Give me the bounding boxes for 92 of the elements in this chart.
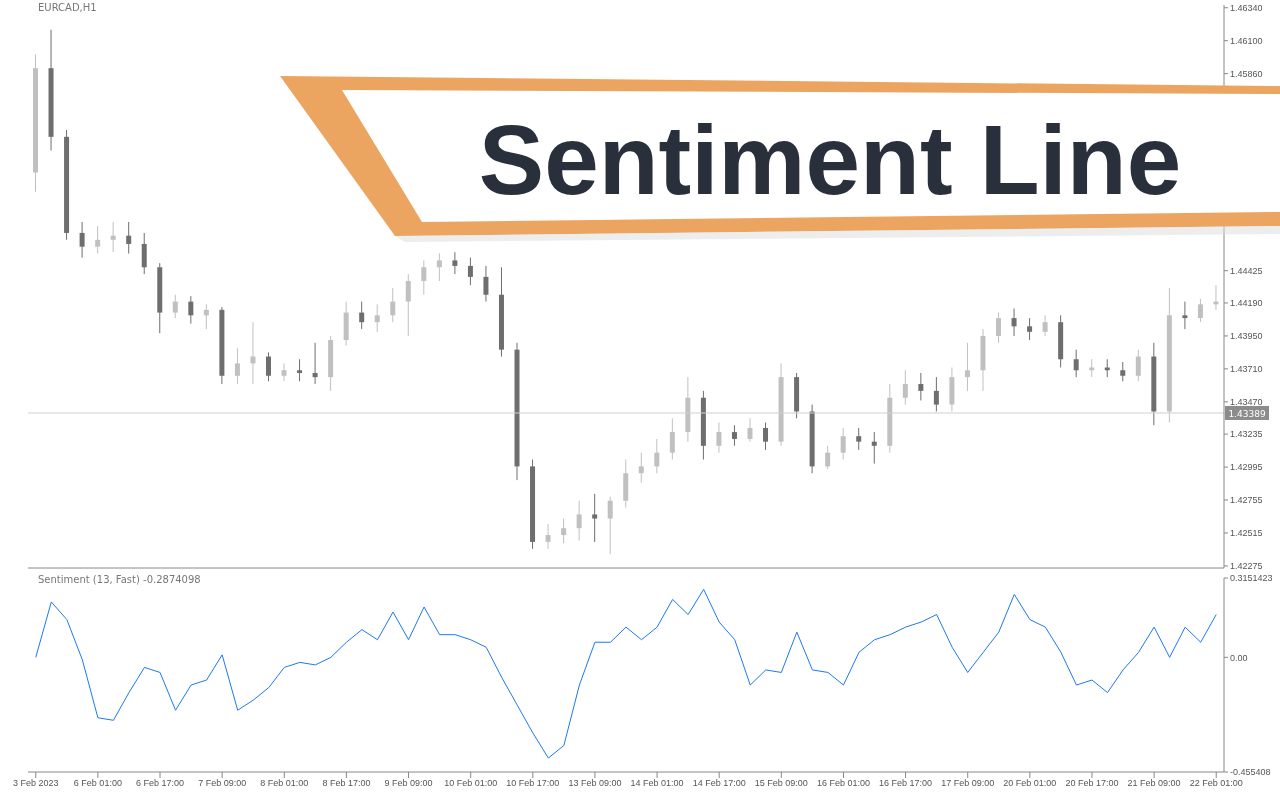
candlestick bbox=[95, 225, 101, 255]
x-tick-label: 21 Feb 09:00 bbox=[1127, 778, 1181, 789]
x-tick-label: 17 Feb 09:00 bbox=[941, 778, 995, 789]
line-series bbox=[35, 588, 1217, 759]
candlestick bbox=[188, 295, 194, 325]
candlestick bbox=[234, 347, 240, 385]
candlestick bbox=[359, 301, 365, 330]
candlestick bbox=[126, 221, 132, 255]
y-tick-label: 1.43470 bbox=[1230, 397, 1263, 408]
candlestick bbox=[825, 445, 831, 470]
x-tick-label: 9 Feb 09:00 bbox=[384, 778, 433, 789]
y-tick-label: 1.46340 bbox=[1230, 2, 1263, 13]
candlestick bbox=[312, 342, 318, 385]
candlestick bbox=[467, 257, 473, 286]
candlestick bbox=[561, 518, 567, 544]
candlestick bbox=[638, 452, 644, 484]
x-tick-label: 20 Feb 17:00 bbox=[1065, 778, 1119, 789]
y-tick-label: 1.44190 bbox=[1230, 298, 1263, 309]
y-tick-label: 1.42995 bbox=[1230, 462, 1263, 473]
x-tick-label: 8 Feb 17:00 bbox=[322, 778, 371, 789]
candlestick bbox=[576, 500, 582, 542]
x-tick-label: 14 Feb 17:00 bbox=[692, 778, 746, 789]
y-tick-label: 1.43710 bbox=[1230, 364, 1263, 375]
y-tick-label: 1.45860 bbox=[1230, 68, 1263, 79]
candlestick bbox=[592, 493, 598, 543]
candlestick bbox=[436, 253, 442, 282]
candlestick bbox=[918, 372, 924, 401]
candlestick bbox=[964, 342, 970, 392]
x-tick-label: 3 Feb 2023 bbox=[12, 778, 59, 789]
y-tick-label: 1.42755 bbox=[1230, 495, 1263, 506]
x-tick-label: 8 Feb 01:00 bbox=[260, 778, 309, 789]
candlestick bbox=[996, 312, 1002, 344]
candlestick bbox=[390, 287, 396, 323]
candlestick bbox=[203, 303, 209, 330]
candlestick bbox=[405, 273, 411, 337]
candlestick bbox=[856, 427, 862, 451]
x-tick-label: 22 Feb 01:00 bbox=[1189, 778, 1243, 789]
candlestick bbox=[1135, 349, 1141, 382]
candlestick bbox=[1073, 349, 1079, 378]
chart-title: EURCAD,H1 bbox=[38, 2, 97, 13]
y-tick-label: 0.3151423 bbox=[1230, 573, 1273, 584]
candlestick bbox=[421, 259, 427, 296]
y-tick-label: 1.43950 bbox=[1230, 331, 1263, 342]
candlestick bbox=[110, 221, 116, 253]
x-tick-label: 10 Feb 17:00 bbox=[506, 778, 560, 789]
candlestick bbox=[172, 294, 178, 319]
candlestick bbox=[902, 369, 908, 406]
candlestick bbox=[716, 421, 722, 454]
candlestick bbox=[607, 496, 613, 555]
y-tick-label: 1.42515 bbox=[1230, 528, 1263, 539]
x-tick-label: 14 Feb 01:00 bbox=[630, 778, 684, 789]
candlestick bbox=[731, 424, 737, 447]
candlestick bbox=[1120, 361, 1126, 382]
y-tick-label: 0.00 bbox=[1230, 652, 1248, 663]
candlestick bbox=[654, 438, 660, 474]
candlestick bbox=[452, 251, 458, 275]
candlestick bbox=[1182, 301, 1188, 330]
x-tick-label: 6 Feb 01:00 bbox=[73, 778, 122, 789]
y-tick-label: 1.42275 bbox=[1230, 561, 1263, 572]
candlestick bbox=[840, 427, 846, 461]
x-tick-label: 20 Feb 01:00 bbox=[1003, 778, 1057, 789]
candlestick bbox=[933, 376, 939, 412]
x-tick-label: 6 Feb 17:00 bbox=[136, 778, 185, 789]
candlestick bbox=[669, 417, 675, 461]
x-tick-label: 15 Feb 09:00 bbox=[754, 778, 808, 789]
ref-line-label: 1.43389 bbox=[1228, 408, 1266, 419]
candlestick bbox=[1042, 314, 1048, 337]
candlestick bbox=[1197, 298, 1203, 323]
candlestick bbox=[297, 358, 303, 382]
y-tick-label: 1.46100 bbox=[1230, 35, 1263, 46]
candlestick bbox=[281, 362, 287, 382]
x-tick-label: 16 Feb 01:00 bbox=[816, 778, 870, 789]
annotation: Sentiment Line bbox=[478, 105, 1182, 215]
candlestick bbox=[374, 303, 380, 333]
candlestick bbox=[871, 431, 877, 465]
y-tick-label: -0.455408 bbox=[1230, 767, 1271, 778]
x-tick-label: 10 Feb 01:00 bbox=[444, 778, 498, 789]
candlestick bbox=[79, 221, 85, 259]
chart-title: Sentiment (13, Fast) -0.2874098 bbox=[38, 574, 201, 585]
candlestick bbox=[265, 351, 271, 382]
y-tick-label: 1.44425 bbox=[1230, 265, 1263, 276]
y-tick-label: 1.43235 bbox=[1230, 429, 1263, 440]
candlestick bbox=[1027, 317, 1033, 341]
x-tick-label: 13 Feb 09:00 bbox=[568, 778, 622, 789]
x-tick-label: 16 Feb 17:00 bbox=[879, 778, 933, 789]
candlestick bbox=[545, 523, 551, 550]
candlestick bbox=[141, 232, 147, 275]
candlestick bbox=[763, 421, 769, 451]
candlestick bbox=[1011, 307, 1017, 337]
candlestick bbox=[483, 265, 489, 303]
candlestick bbox=[747, 417, 753, 443]
x-tick-label: 7 Feb 09:00 bbox=[198, 778, 247, 789]
